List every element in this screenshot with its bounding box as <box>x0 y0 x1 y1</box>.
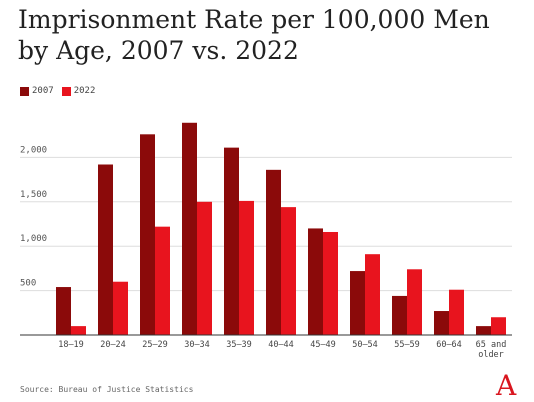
bar-2022-10 <box>491 317 506 335</box>
bar-2022-1 <box>113 281 128 335</box>
x-tick-label-3: 30–34 <box>184 340 210 350</box>
bar-2022-9 <box>449 289 464 335</box>
bar-2007-6 <box>308 228 323 335</box>
x-tick-label-8: 55–59 <box>394 340 420 350</box>
bar-2007-8 <box>392 295 407 335</box>
x-tick-label-7: 50–54 <box>352 340 378 350</box>
x-tick-label-1: 20–24 <box>100 340 126 350</box>
x-tick-label-10: 65 and <box>476 340 507 350</box>
y-tick-label-1000: 1,000 <box>20 234 47 244</box>
bar-2007-5 <box>266 169 281 335</box>
bar-2007-7 <box>350 271 365 335</box>
x-tick-label-9: 60–64 <box>436 340 462 350</box>
bar-2022-6 <box>323 231 338 335</box>
x-tick-label-6: 45–49 <box>310 340 336 350</box>
x-tick-label-5: 40–44 <box>268 340 294 350</box>
y-tick-label-1500: 1,500 <box>20 190 47 200</box>
y-tick-label-2000: 2,000 <box>20 145 47 155</box>
bar-2022-3 <box>197 201 212 335</box>
x-tick-label-4: 35–39 <box>226 340 252 350</box>
bar-2007-3 <box>182 122 197 335</box>
legend-swatch-2022 <box>61 86 71 96</box>
bar-2022-4 <box>239 200 254 335</box>
y-tick-label-500: 500 <box>20 279 36 289</box>
x-tick-label-2: 25–29 <box>142 340 168 350</box>
bar-2007-9 <box>434 311 449 335</box>
legend-item-2007: 2007 <box>20 86 54 96</box>
legend-label-2007: 2007 <box>32 86 54 96</box>
source-note: Source: Bureau of Justice Statistics <box>20 385 194 394</box>
legend-swatch-2007 <box>20 86 29 96</box>
legend: 2007 2022 <box>20 86 103 96</box>
logo: A <box>496 369 517 402</box>
x-tick-label-0: 18–19 <box>58 340 84 350</box>
chart-title: Imprisonment Rate per 100,000 Men by Age… <box>18 5 490 65</box>
bar-2022-8 <box>407 269 422 335</box>
bar-2007-10 <box>476 326 491 335</box>
bar-2007-0 <box>56 287 71 335</box>
legend-label-2022: 2022 <box>73 86 96 96</box>
bar-2007-2 <box>140 134 155 335</box>
x-tick-label-10-line2: older <box>478 350 504 360</box>
bar-2007-4 <box>224 147 239 335</box>
bar-2022-7 <box>365 254 380 335</box>
bar-2022-0 <box>71 326 86 335</box>
bar-2007-1 <box>98 164 113 335</box>
legend-item-2022: 2022 <box>61 86 96 96</box>
bar-2022-5 <box>281 207 296 335</box>
bar-2022-2 <box>155 226 170 335</box>
